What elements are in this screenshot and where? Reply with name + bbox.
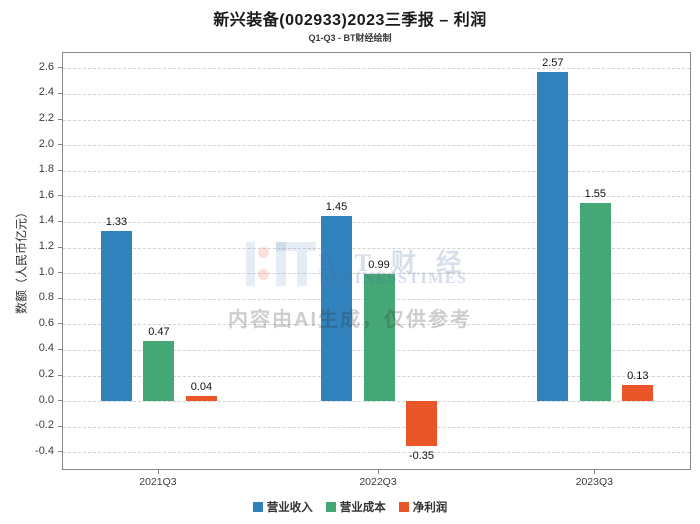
legend-swatch-icon <box>325 502 336 512</box>
gridline <box>63 170 690 172</box>
legend-label: 营业成本 <box>339 502 386 514</box>
y-tick-mark <box>58 451 62 453</box>
bar-value-label: 1.45 <box>325 200 348 213</box>
y-tick-mark <box>58 195 62 197</box>
bar <box>363 274 395 402</box>
bar-value-label: 0.99 <box>368 259 390 272</box>
gridline <box>63 247 690 249</box>
legend: 营业收入 营业成本 净利润 <box>0 499 700 515</box>
legend-item: 营业成本 <box>325 499 386 515</box>
gridline <box>63 68 690 70</box>
y-tick-label: 2.6 <box>38 60 54 73</box>
bar-value-label: 0.47 <box>148 326 170 338</box>
chart-subtitle: Q1-Q3 - BT财经绘制 <box>308 33 392 43</box>
y-tick-mark <box>58 400 62 402</box>
gridline <box>63 273 690 275</box>
bar <box>321 215 352 402</box>
y-tick-label: -0.4 <box>35 444 54 457</box>
bar-value-label: -0.35 <box>408 449 435 462</box>
y-tick-label: 2.0 <box>38 137 54 150</box>
legend-label: 净利润 <box>412 502 448 514</box>
plot-area: 1.33 0.47 0.04 1.45 0.99 -0.35 2.57 1.55 0.13 <box>62 52 691 470</box>
x-tick-label: 2021Q3 <box>139 476 177 488</box>
gridline <box>63 93 690 95</box>
legend-item: 净利润 <box>398 499 448 515</box>
y-tick-label: 2.4 <box>38 86 54 99</box>
y-tick-mark <box>58 67 62 69</box>
y-tick-mark <box>58 144 62 146</box>
y-tick-label: 0.0 <box>38 393 54 406</box>
y-tick-label: 1.0 <box>38 265 54 278</box>
y-tick-mark <box>58 169 62 171</box>
y-tick-mark <box>58 374 62 376</box>
bar <box>579 202 611 402</box>
y-tick-label: 2.2 <box>38 112 54 125</box>
legend-label: 营业收入 <box>266 502 313 514</box>
y-tick-label: 0.2 <box>38 368 54 381</box>
x-tick-mark <box>157 470 159 474</box>
bar-value-label: 2.57 <box>542 57 564 70</box>
bar-value-label: 0.04 <box>190 381 213 394</box>
gridline <box>63 452 690 454</box>
y-tick-mark <box>58 246 62 248</box>
y-tick-label: 1.8 <box>38 163 54 176</box>
gridline <box>63 145 690 147</box>
y-tick-label: 1.2 <box>38 240 54 253</box>
y-tick-label: 1.6 <box>38 188 54 201</box>
x-tick-label: 2022Q3 <box>359 476 397 488</box>
bar-value-label: 1.55 <box>584 187 607 200</box>
legend-item: 营业收入 <box>252 499 313 515</box>
y-tick-label: 0.8 <box>38 291 54 304</box>
y-tick-label: -0.2 <box>35 419 54 432</box>
y-tick-mark <box>58 348 62 350</box>
gridline <box>63 426 690 428</box>
y-tick-mark <box>58 272 62 274</box>
y-tick-label: 0.4 <box>38 342 54 355</box>
gridline <box>63 196 690 198</box>
y-tick-label: 0.6 <box>38 316 54 329</box>
y-tick-mark <box>58 220 62 222</box>
x-tick-label: 2023Q3 <box>575 476 613 488</box>
bar <box>537 72 569 402</box>
bar <box>622 384 654 402</box>
y-tick-mark <box>58 297 62 299</box>
y-tick-mark <box>58 118 62 120</box>
bar <box>100 230 132 402</box>
y-tick-label: 1.4 <box>38 214 54 227</box>
y-tick-mark <box>58 323 62 325</box>
legend-swatch-icon <box>252 502 263 512</box>
gridline <box>63 221 690 223</box>
chart-title: 新兴装备(002933)2023三季报 – 利润 <box>213 12 487 29</box>
y-tick-mark <box>58 92 62 94</box>
bar <box>406 401 437 446</box>
gridline <box>63 119 690 121</box>
bar <box>143 341 175 402</box>
x-tick-mark <box>594 470 596 474</box>
x-tick-mark <box>378 470 379 474</box>
bar-value-label: 1.33 <box>105 215 128 228</box>
legend-swatch-icon <box>398 502 409 512</box>
gridline <box>63 401 690 403</box>
watermark-disclaimer: 内容由AI生成，仅供参考 <box>228 309 472 331</box>
bar <box>185 396 217 402</box>
bar-value-label: 0.13 <box>627 369 649 382</box>
y-tick-mark <box>58 425 62 427</box>
